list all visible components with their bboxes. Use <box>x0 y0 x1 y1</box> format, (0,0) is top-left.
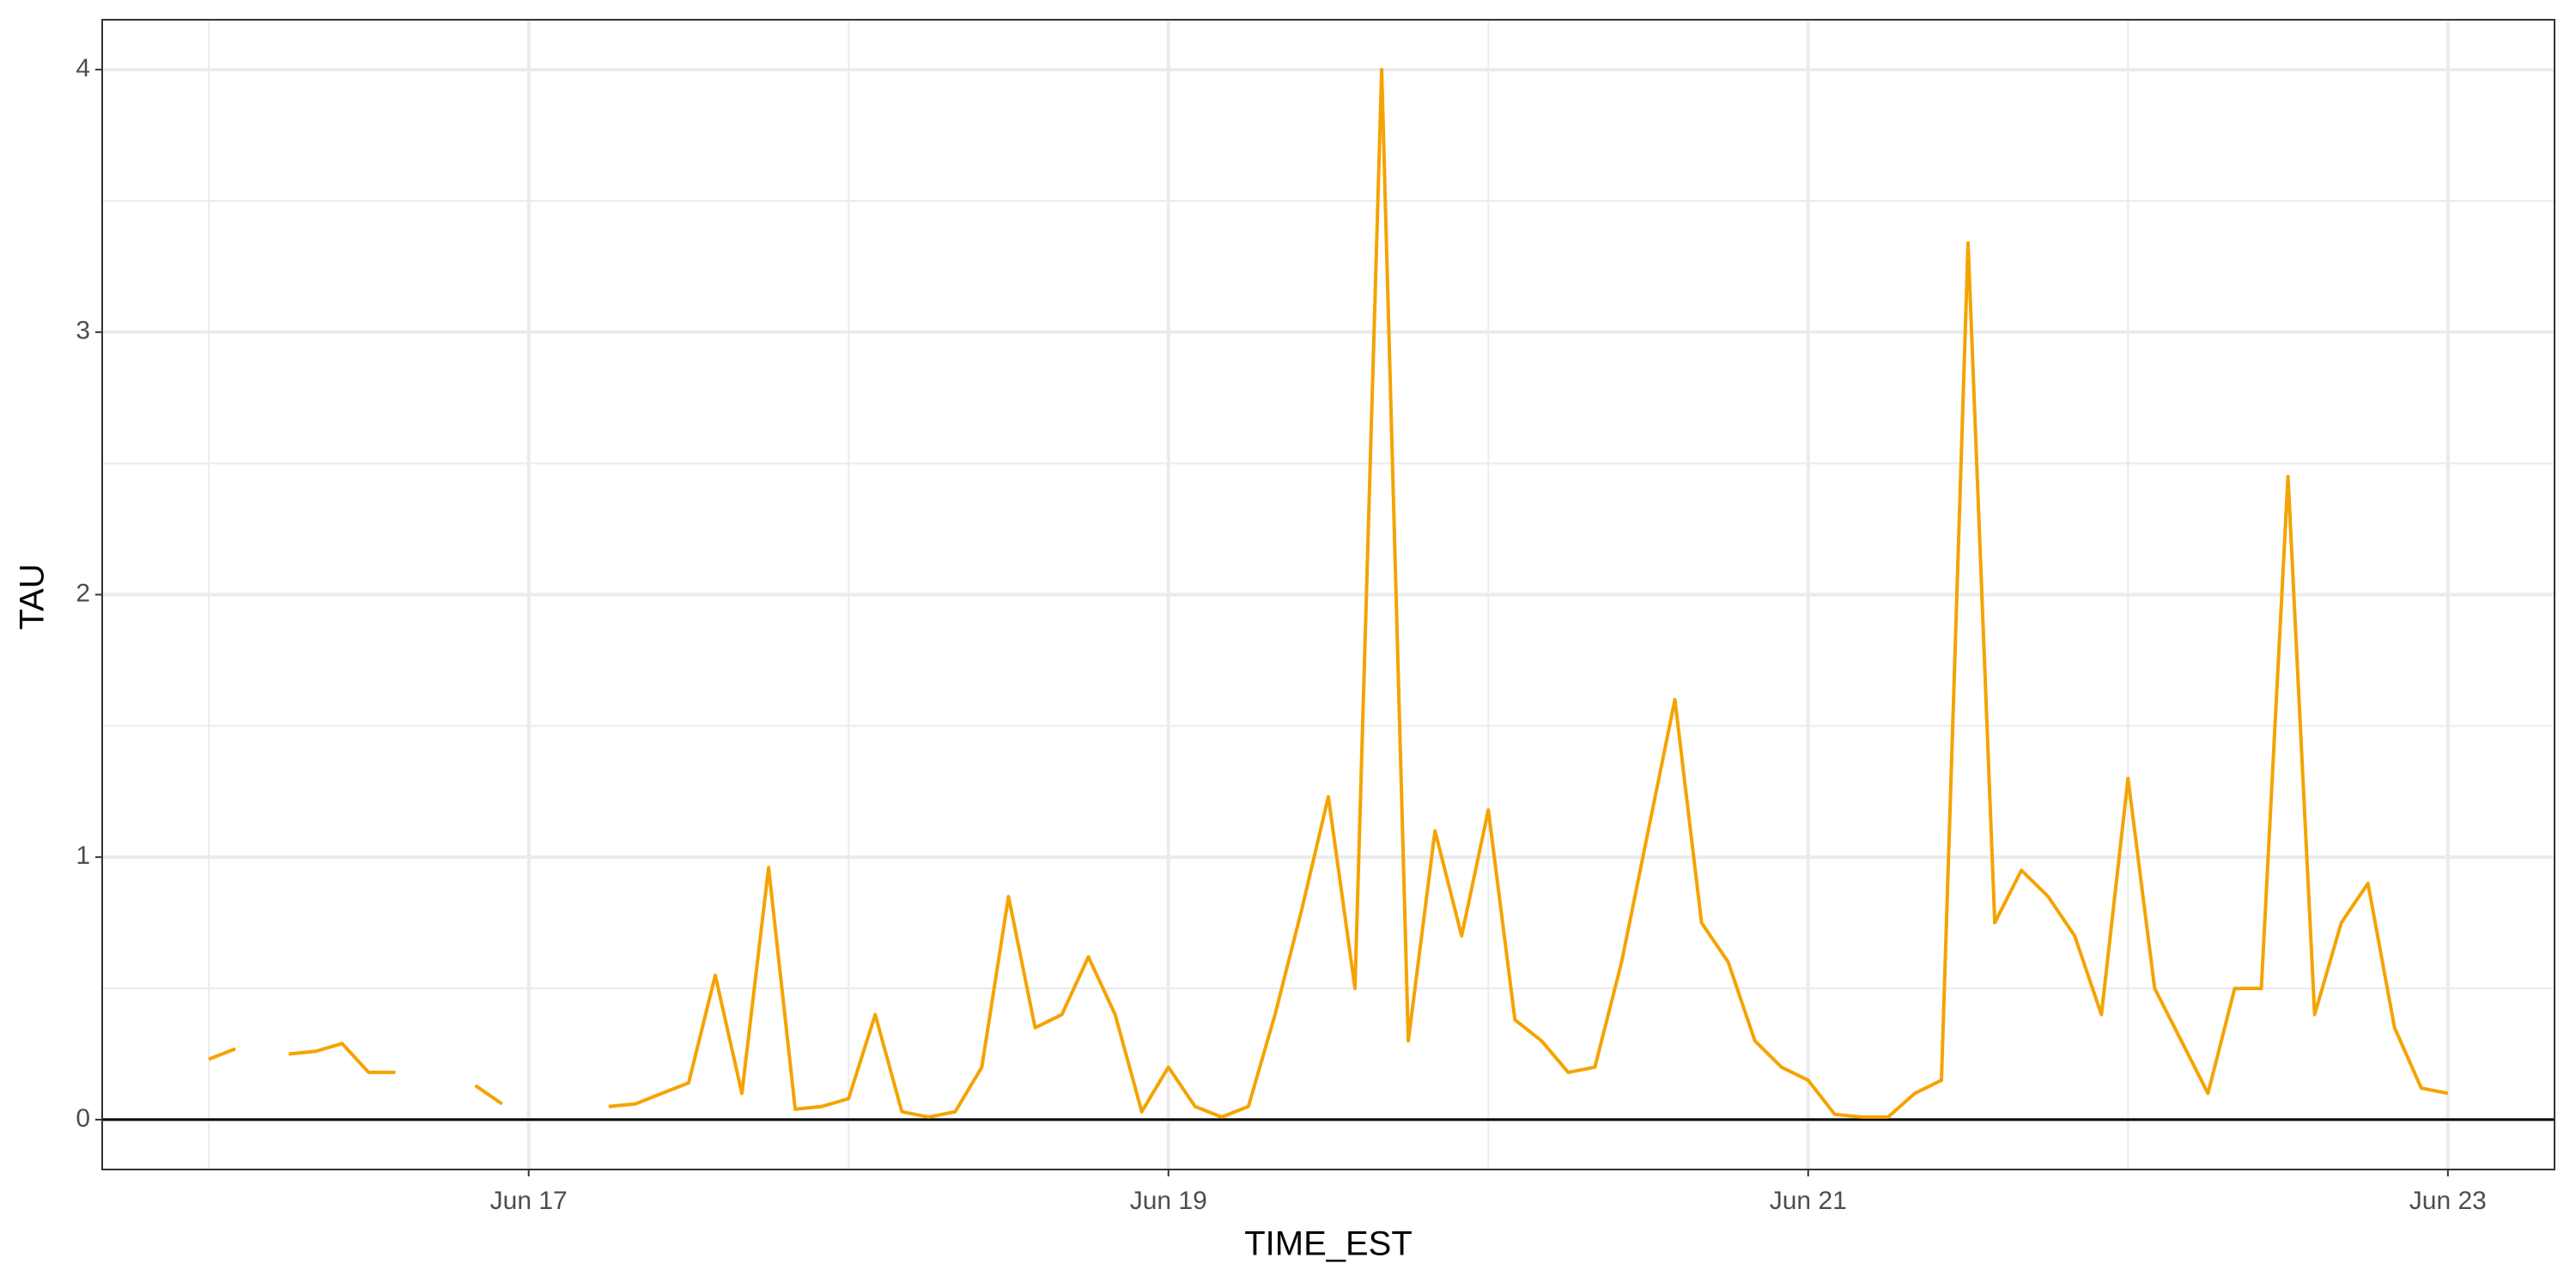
plot-border <box>101 19 2555 1170</box>
y-axis-title: TAU <box>14 563 52 629</box>
x-axis-title: TIME_EST <box>1244 1225 1413 1263</box>
x-tick-label: Jun 23 <box>2409 1187 2487 1215</box>
data-line <box>289 1042 396 1074</box>
y-tick-label: 1 <box>76 841 90 870</box>
y-tick-label: 4 <box>76 54 90 82</box>
x-tick-label: Jun 17 <box>490 1187 568 1215</box>
y-tick-label: 3 <box>76 317 90 345</box>
data-line <box>208 1047 236 1061</box>
y-tick-label: 2 <box>76 579 90 607</box>
x-tick-label: Jun 21 <box>1770 1187 1847 1215</box>
x-tick-label: Jun 19 <box>1130 1187 1207 1215</box>
y-tick-label: 0 <box>76 1104 90 1133</box>
data-line <box>608 68 2449 1119</box>
data-line <box>474 1084 503 1106</box>
